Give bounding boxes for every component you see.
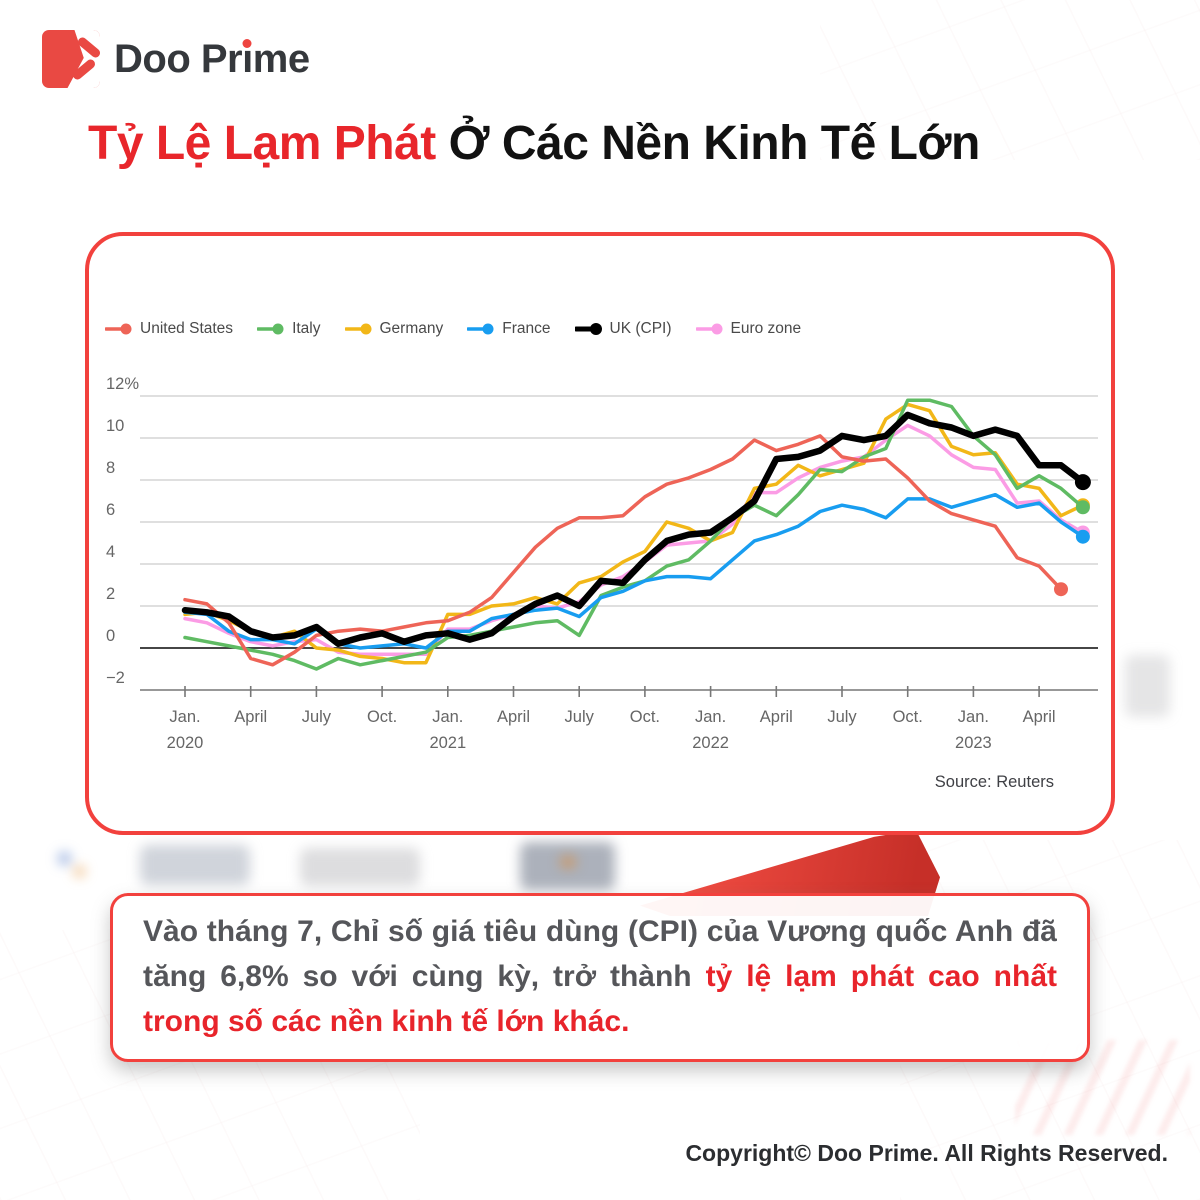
x-axis-year-2023: 2023 [955, 734, 992, 752]
legend-label-france: France [502, 320, 551, 337]
x-axis-label-18: July [565, 708, 595, 726]
x-axis-label-21: Oct. [630, 708, 660, 726]
legend-label-italy: Italy [292, 320, 321, 337]
series-line-euro-zone [183, 423, 1085, 657]
x-axis-label-9: Oct. [367, 708, 397, 726]
chart-source: Source: Reuters [934, 773, 1054, 791]
legend-marker-euro-zone [695, 323, 722, 335]
y-axis-label-12: 12% [106, 375, 139, 393]
y-axis-label-2: 2 [106, 585, 115, 603]
wordmark-i: ı [242, 36, 253, 81]
series-end-dot-united-states [1054, 582, 1068, 597]
doo-prime-wordmark: Doo Prıme [114, 37, 310, 82]
x-axis-label-6: July [302, 708, 332, 726]
series-end-dot-italy [1075, 500, 1090, 515]
legend-label-uk-cpi: UK (CPI) [609, 320, 672, 337]
background-blur-blob [1125, 655, 1170, 717]
legend-marker-uk-cpi [574, 323, 602, 335]
series-line-germany [183, 402, 1085, 665]
legend-item-uk-cpi: UK (CPI) [574, 320, 672, 338]
annotation-box: Vào tháng 7, Chỉ số giá tiêu dùng (CPI) … [110, 893, 1090, 1062]
x-axis-label-27: April [760, 708, 793, 726]
y-axis-label-0: 0 [106, 627, 115, 645]
chart-card: 12% 10 8 6 4 2 0 −2 Jan. 2020 April July Oct. Jan. 202… [85, 232, 1115, 835]
annotation-text-highlight: tỷ lệ lạm phát cao nhất trong số các nền… [143, 960, 1057, 1038]
legend-marker-italy [257, 323, 284, 335]
background-blur-blob [520, 842, 615, 890]
series-line-uk-cpi [181, 411, 1087, 648]
series-line-italy [183, 398, 1085, 671]
y-axis-label-4: 4 [106, 543, 115, 561]
legend-label-euro-zone: Euro zone [730, 320, 802, 337]
legend-item-united-states: United States [105, 320, 233, 338]
legend-item-italy: Italy [257, 320, 321, 338]
doo-prime-logo-icon [42, 30, 100, 88]
legend-marker-germany [344, 323, 371, 335]
x-axis-year-2020: 2020 [167, 734, 204, 752]
series-end-dot-france [1075, 529, 1090, 544]
background-blur-blob [560, 856, 576, 868]
chart-legend: United States Italy Germany France UK (CPI) E… [105, 320, 801, 338]
x-axis-label-36: Jan. [958, 708, 989, 726]
x-axis-label-24: Jan. [695, 708, 726, 726]
legend-item-france: France [467, 320, 551, 338]
series-line-united-states [183, 434, 1063, 667]
x-axis-label-39: April [1023, 708, 1056, 726]
x-axis-year-2022: 2022 [692, 734, 729, 752]
x-axis-label-15: April [497, 708, 530, 726]
annotation-text-main: Vào tháng 7, Chỉ số giá tiêu dùng (CPI) … [143, 915, 1057, 993]
x-axis-label-0: Jan. [169, 708, 200, 726]
legend-item-euro-zone: Euro zone [695, 320, 802, 338]
legend-label-united-states: United States [140, 320, 234, 337]
y-axis-label-8: 8 [106, 459, 115, 477]
legend-marker-france [467, 323, 494, 335]
background-blur-blob [74, 866, 85, 877]
legend-label-germany: Germany [379, 320, 444, 337]
series-end-dot-uk-cpi [1074, 474, 1091, 491]
page-title: Tỷ Lệ Lạm Phát Ở Các Nền Kinh Tế Lớn [88, 116, 1168, 171]
doo-prime-logo: Doo Prıme [42, 30, 310, 88]
legend-marker-united-states [105, 323, 132, 335]
inflation-line-chart: 12% 10 8 6 4 2 0 −2 Jan. 2020 April July Oct. Jan. 202… [106, 375, 1098, 752]
x-axis-label-30: July [827, 708, 857, 726]
x-axis-label-33: Oct. [893, 708, 923, 726]
wordmark-post: me [252, 36, 310, 81]
legend-item-germany: Germany [344, 320, 444, 338]
y-axis-label-6: 6 [106, 501, 115, 519]
page-title-highlight: Tỷ Lệ Lạm Phát [88, 117, 436, 170]
background-blur-blob [140, 845, 250, 885]
background-blur-blob [58, 852, 71, 865]
x-axis-year-2021: 2021 [429, 734, 466, 752]
y-axis-label--2: −2 [106, 669, 125, 687]
y-axis-label-10: 10 [106, 417, 124, 435]
background-blur-blob [300, 848, 420, 886]
x-axis-label-3: April [234, 708, 267, 726]
annotation-text: Vào tháng 7, Chỉ số giá tiêu dùng (CPI) … [143, 909, 1057, 1044]
page-title-rest: Ở Các Nền Kinh Tế Lớn [435, 117, 981, 170]
x-axis-label-12: Jan. [432, 708, 463, 726]
copyright-footer: Copyright© Doo Prime. All Rights Reserve… [685, 1140, 1168, 1166]
wordmark-pre: Doo Pr [114, 36, 243, 81]
